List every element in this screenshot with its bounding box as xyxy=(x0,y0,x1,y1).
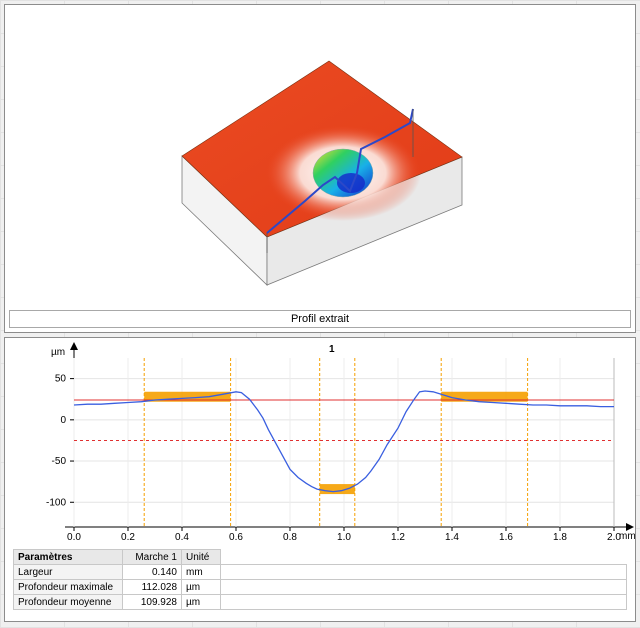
x-tick-label: 1.4 xyxy=(445,532,459,543)
param-value: 112.028 xyxy=(122,579,182,595)
x-tick-label: 1.8 xyxy=(553,532,567,543)
profile-chart-panel[interactable]: µm mm 1 50 0 -50 -100 0.0 0.2 0.4 0.6 0.8 1.0 1.2 1… xyxy=(4,337,636,622)
table-row[interactable]: Profondeur moyenne 109.928 µm xyxy=(13,594,627,610)
table-row[interactable]: Largeur 0.140 mm xyxy=(13,564,627,580)
extracted-profile-caption[interactable]: Profil extrait xyxy=(9,310,631,328)
y-axis-arrow xyxy=(70,342,78,350)
surface-3d-view[interactable] xyxy=(5,5,635,310)
parameters-header-row: Paramètres Marche 1 Unité xyxy=(13,549,627,565)
extracted-profile-line[interactable] xyxy=(266,108,414,234)
header-unit: Unité xyxy=(181,549,221,565)
x-tick-label: 0.6 xyxy=(229,532,243,543)
param-unit: µm xyxy=(181,594,221,610)
x-tick-label: 0.8 xyxy=(283,532,297,543)
profile-chart[interactable]: µm mm 1 50 0 -50 -100 0.0 0.2 0.4 0.6 0.8 1.0 1.2 1… xyxy=(5,338,636,548)
x-tick-label: 1.2 xyxy=(391,532,405,543)
header-step: Marche 1 xyxy=(122,549,182,565)
param-name: Largeur xyxy=(13,564,123,580)
x-axis-arrow xyxy=(626,523,634,531)
measurement-zone xyxy=(441,391,528,402)
param-name: Profondeur moyenne xyxy=(13,594,123,610)
measurement-zone xyxy=(144,391,231,402)
row-spacer xyxy=(220,579,627,595)
chart-title: 1 xyxy=(329,344,335,355)
param-value: 0.140 xyxy=(122,564,182,580)
y-tick-label: 0 xyxy=(60,415,66,426)
y-tick-label: 50 xyxy=(55,374,67,385)
x-tick-label: 1.6 xyxy=(499,532,513,543)
y-tick-label: -100 xyxy=(46,497,66,508)
x-tick-label: 0.0 xyxy=(67,532,81,543)
x-unit-label: mm xyxy=(619,531,635,542)
y-tick-label: -50 xyxy=(52,456,67,467)
profile-curve xyxy=(73,390,614,493)
y-unit-label: µm xyxy=(51,347,65,358)
param-unit: µm xyxy=(181,579,221,595)
row-spacer xyxy=(220,594,627,610)
header-parameters: Paramètres xyxy=(13,549,123,565)
table-row[interactable]: Profondeur maximale 112.028 µm xyxy=(13,579,627,595)
param-value: 109.928 xyxy=(122,594,182,610)
x-tick-label: 2.0 xyxy=(607,532,621,543)
parameters-table: Paramètres Marche 1 Unité Largeur 0.140 … xyxy=(13,549,627,610)
param-unit: mm xyxy=(181,564,221,580)
x-tick-label: 1.0 xyxy=(337,532,351,543)
param-name: Profondeur maximale xyxy=(13,579,123,595)
x-tick-label: 0.4 xyxy=(175,532,189,543)
pit-bottom xyxy=(337,173,365,193)
header-spacer xyxy=(220,549,627,565)
x-tick-label: 0.2 xyxy=(121,532,135,543)
surface-3d-panel[interactable]: Profil extrait xyxy=(4,4,636,333)
row-spacer xyxy=(220,564,627,580)
measurement-zone xyxy=(319,484,355,495)
